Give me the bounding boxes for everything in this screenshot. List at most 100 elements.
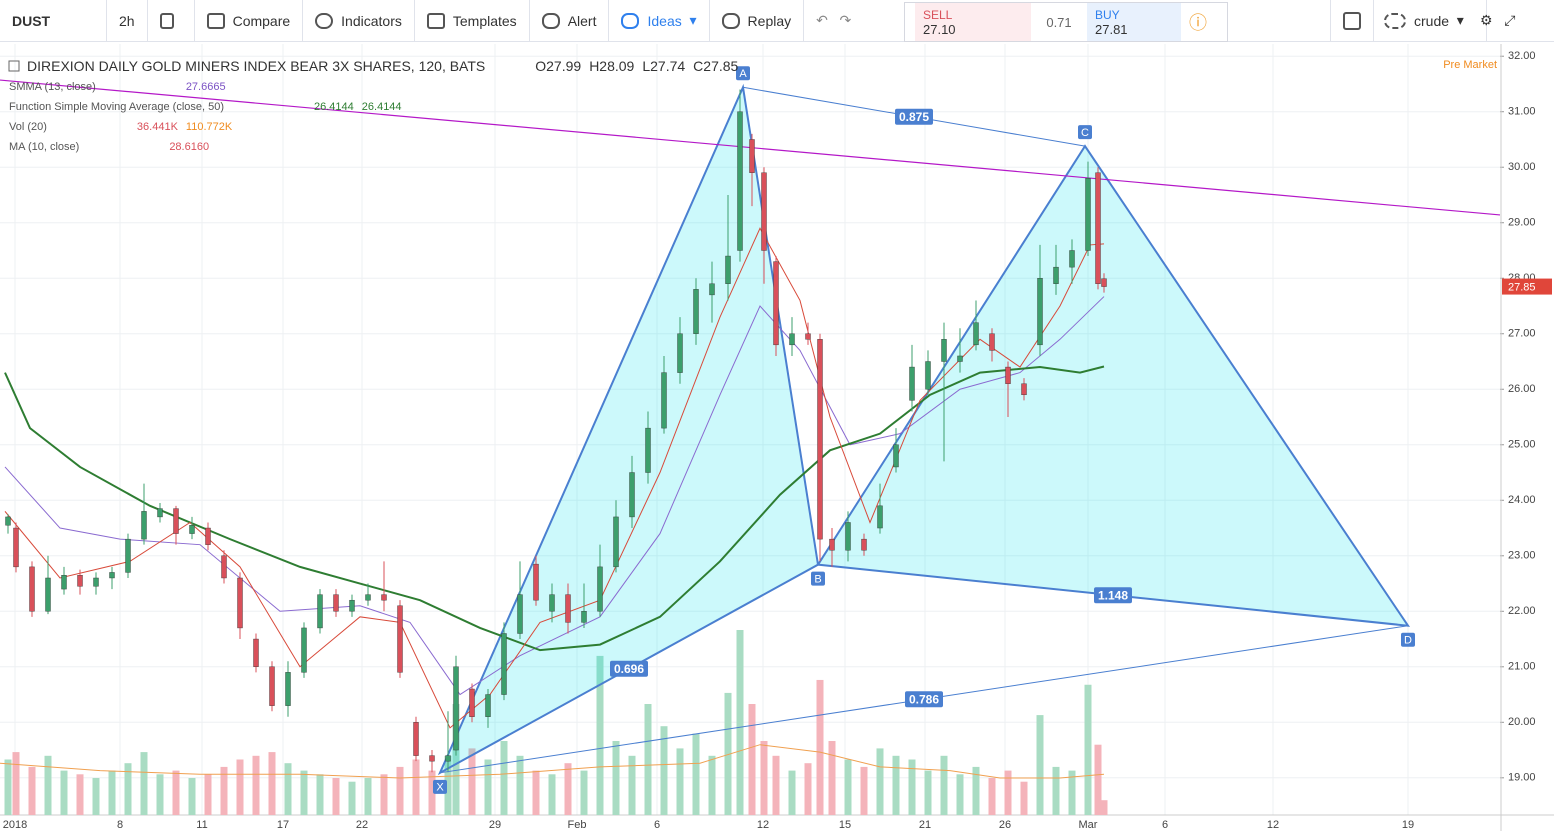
candle-body (693, 289, 699, 334)
volume-bar (316, 774, 324, 815)
candle-body (1085, 178, 1091, 251)
volume-bar (428, 770, 436, 815)
interval[interactable]: 2h (107, 0, 148, 42)
ratio-label: 0.875 (899, 110, 929, 124)
undo-redo[interactable]: ↶ ↷ (816, 12, 852, 28)
point-label: D (1404, 635, 1412, 647)
ideas[interactable]: Ideas ▾ (609, 0, 710, 42)
ratio-badge (905, 691, 943, 708)
x-tick-label: 6 (654, 819, 660, 831)
x-tick-label: 21 (919, 819, 931, 831)
volume-bar (828, 741, 836, 815)
candle-body (925, 361, 931, 390)
candle-body (5, 516, 11, 526)
volume-bar (1004, 770, 1012, 815)
y-tick-label: 24.00 (1508, 494, 1536, 506)
volume-bar (28, 766, 36, 815)
label: Alert (567, 12, 597, 29)
info[interactable]: ⓘ (1189, 13, 1207, 33)
volume-bar (876, 748, 884, 815)
candle-body (737, 111, 743, 251)
volume-bar (892, 755, 900, 815)
point-badge (1078, 125, 1092, 140)
compare[interactable]: Compare (195, 0, 304, 42)
point-badge (811, 571, 825, 586)
volume-bar (760, 741, 768, 815)
buy-price: 27.81 (1095, 21, 1128, 37)
candle-body (429, 755, 435, 762)
y-tick-label: 26.00 (1508, 383, 1536, 395)
legend-toggle (8, 60, 20, 72)
candle-body (205, 527, 211, 545)
point-label: B (814, 574, 821, 586)
indicator-value: 27.6665 (186, 81, 226, 93)
candle-body (773, 261, 779, 346)
candle-body (317, 594, 323, 629)
candle-body (365, 594, 371, 601)
indicators[interactable]: Indicators (303, 0, 415, 42)
candle-body (397, 605, 403, 673)
candle-body (269, 666, 275, 706)
volume-bar (284, 763, 292, 815)
indicator-legend: Function Simple Moving Average (close, 5… (9, 101, 402, 113)
layout[interactable]: crude ▾ (1372, 0, 1487, 42)
volume-bar (396, 766, 404, 815)
volume-bar (908, 759, 916, 815)
indicator-name: MA (10, close) (9, 141, 79, 153)
volume-bar (644, 704, 652, 815)
indicator-legend: Vol (20) 36.441K 110.772K (9, 121, 233, 133)
ratio-label: 1.148 (1098, 588, 1128, 602)
candle-body (1053, 266, 1059, 284)
candle-body (77, 575, 83, 587)
chart-style[interactable] (148, 0, 195, 42)
indicator-name: SMMA (13, close) (9, 81, 96, 93)
ratio-badge (895, 108, 933, 125)
candle-body (909, 366, 915, 401)
sell-label: SELL (923, 7, 953, 22)
label: Indicators (341, 12, 402, 29)
templates[interactable]: Templates (415, 0, 530, 42)
candle-body (173, 508, 179, 534)
candle-body (893, 444, 899, 468)
ohlc-value: H28.09 (589, 58, 634, 74)
volume-bar (300, 770, 308, 815)
symbol[interactable]: DUST (0, 0, 107, 42)
sell[interactable]: SELL 27.10 (915, 3, 1031, 41)
x-tick-label: 15 (839, 819, 851, 831)
candle-body (629, 472, 635, 518)
x-tick-label: 22 (356, 819, 368, 831)
candle-body (1037, 278, 1043, 346)
volume-bar (724, 692, 732, 815)
volume-bar (220, 766, 228, 815)
volume-bar (44, 755, 52, 815)
volume-bar (60, 770, 68, 815)
x-tick-label: 26 (999, 819, 1011, 831)
fullscreen-toggle[interactable] (1330, 0, 1374, 42)
candle-body (29, 566, 35, 612)
volume-bar (380, 774, 388, 815)
replay[interactable]: Replay (710, 0, 805, 42)
buy[interactable]: BUY 27.81 (1087, 3, 1181, 41)
candle-body (817, 339, 823, 540)
volume-bar (452, 704, 460, 815)
candle-body (761, 172, 767, 251)
indicator-value: 36.441K (137, 121, 179, 133)
point-label: X (436, 782, 444, 794)
ohlc-value: O27.99 (535, 58, 581, 74)
y-tick-label: 27.00 (1508, 328, 1536, 340)
label: crude (1414, 12, 1450, 29)
point-badge (433, 779, 447, 794)
volume-bar (564, 763, 572, 815)
volume-bar (108, 770, 116, 815)
volume-bar (188, 778, 196, 815)
volume-bar (412, 759, 420, 815)
volume-bar (788, 770, 796, 815)
volume-bar (816, 679, 824, 815)
alert[interactable]: Alert (530, 0, 610, 42)
candle-body (381, 594, 387, 601)
candle-body (805, 333, 811, 340)
sell-price: 27.10 (923, 21, 956, 37)
volume-bar (748, 704, 756, 815)
settings[interactable]: ⚙ ⤢ (1480, 12, 1516, 28)
